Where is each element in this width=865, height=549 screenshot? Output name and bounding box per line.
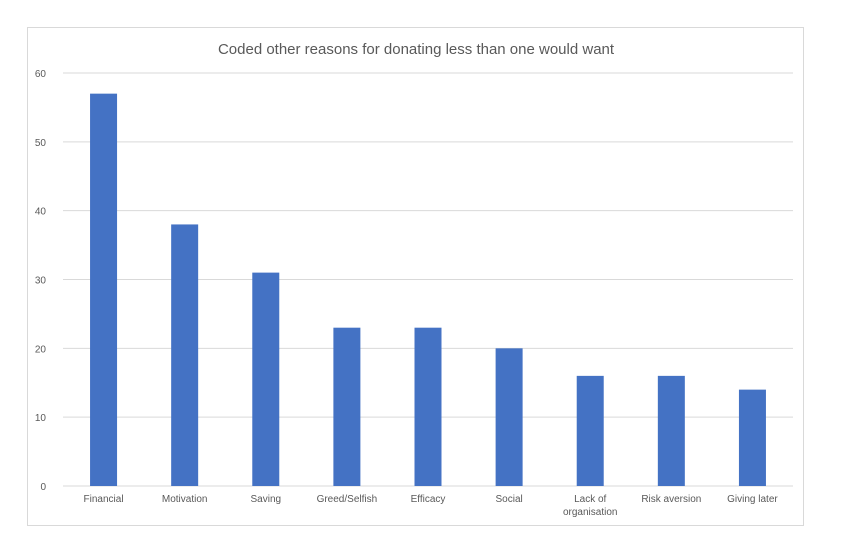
bar <box>414 327 442 486</box>
y-tick-label: 30 <box>35 276 47 287</box>
y-tick-label: 10 <box>35 413 47 424</box>
y-tick-label: 0 <box>40 482 46 493</box>
bar <box>252 272 280 486</box>
bar <box>171 224 199 486</box>
x-tick-label: Motivation <box>162 494 208 505</box>
x-tick-label: Risk aversion <box>641 494 701 505</box>
x-tick-label: Efficacy <box>411 494 446 505</box>
bar <box>333 327 361 486</box>
y-tick-label: 60 <box>35 69 47 80</box>
x-tick-label: Giving later <box>727 494 778 505</box>
x-tick-label-line: Risk aversion <box>641 494 701 505</box>
chart-title: Coded other reasons for donating less th… <box>218 41 615 58</box>
y-tick-label: 20 <box>35 344 47 355</box>
bar <box>576 375 604 486</box>
x-tick-label: Saving <box>250 494 281 505</box>
x-tick-label-line: Financial <box>84 494 124 505</box>
x-tick-label-line: Giving later <box>727 494 778 505</box>
x-tick-label: Greed/Selfish <box>317 494 378 505</box>
y-tick-label: 50 <box>35 138 47 149</box>
x-tick-label-line: Greed/Selfish <box>317 494 378 505</box>
x-tick-label-line: Social <box>495 494 522 505</box>
x-tick-label-line: Saving <box>250 494 281 505</box>
bars <box>90 93 766 487</box>
y-axis-ticks: 0 10 20 30 40 50 60 <box>35 69 47 493</box>
x-tick-label-line: Efficacy <box>411 494 446 505</box>
x-tick-label-line: Motivation <box>162 494 208 505</box>
x-tick-label: Financial <box>84 494 124 505</box>
bar <box>657 375 685 486</box>
y-tick-label: 40 <box>35 207 47 218</box>
bar <box>738 389 766 486</box>
x-axis-ticks: Financial Motivation Saving Greed/Selfish Ef… <box>84 494 779 518</box>
x-tick-label-line: organisation <box>563 507 617 518</box>
x-tick-label: Lack of organisation <box>563 494 617 518</box>
x-tick-label: Social <box>495 494 522 505</box>
x-tick-label-line: Lack of <box>574 494 606 505</box>
bar <box>495 348 523 486</box>
bar <box>90 93 118 487</box>
